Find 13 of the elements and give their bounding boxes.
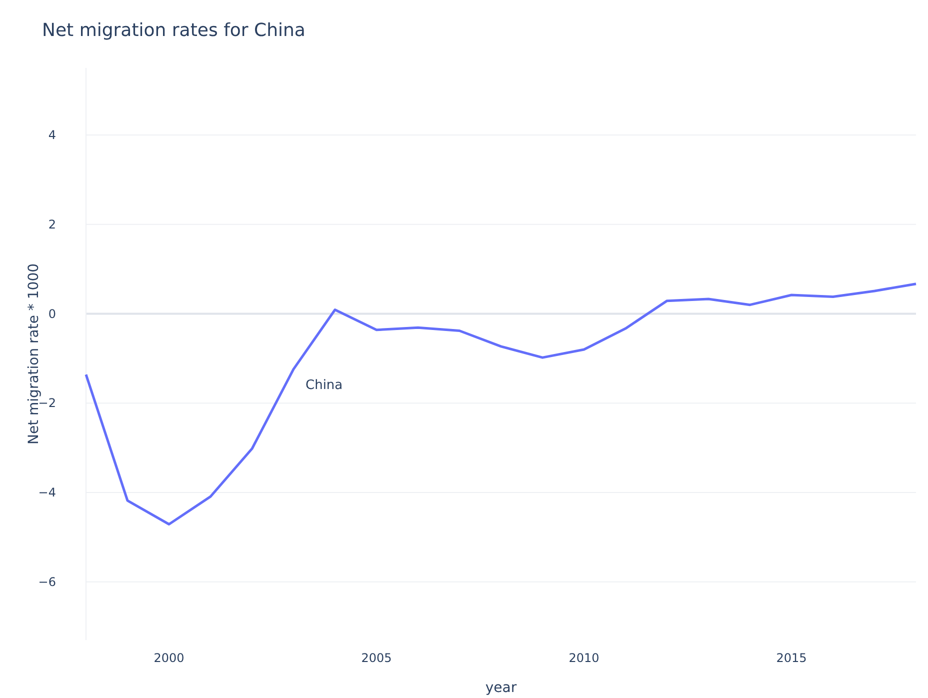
x-axis-title: year [485, 680, 517, 696]
line-series [84, 282, 918, 526]
x-tick-label: 2005 [361, 651, 392, 665]
y-tick-label: 0 [48, 306, 56, 321]
chart-title: Net migration rates for China [42, 20, 306, 41]
series-label: China [306, 378, 343, 394]
y-tick-label: 4 [48, 128, 56, 142]
y-tick-label: −4 [38, 486, 56, 500]
y-tick-label: −6 [38, 574, 56, 589]
x-tick-label: 2010 [568, 651, 600, 665]
x-tick-label: 2000 [154, 651, 184, 665]
x-tick-label: 2015 [776, 651, 807, 665]
y-tick-label: 2 [48, 217, 56, 232]
